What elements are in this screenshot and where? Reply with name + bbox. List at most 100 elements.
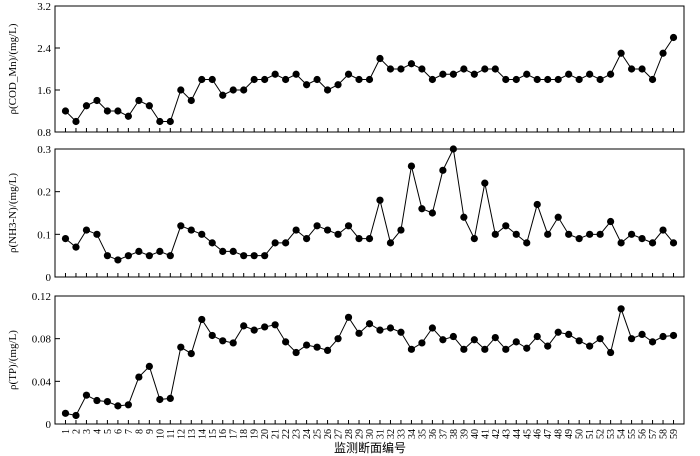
x-tick-label: 2: [71, 429, 82, 434]
data-point-tp: [449, 332, 457, 341]
data-point-nh3n: [386, 239, 395, 247]
data-point-nh3n: [544, 230, 552, 238]
data-point-nh3n: [523, 239, 531, 247]
data-point-tp: [261, 323, 269, 331]
data-point-cod: [418, 65, 426, 73]
x-tick-label: 47: [543, 429, 554, 439]
data-point-nh3n: [114, 256, 122, 264]
data-point-cod: [303, 81, 311, 89]
x-tick-label: 51: [585, 429, 596, 439]
x-tick-label: 5: [103, 429, 114, 434]
x-tick-label: 14: [197, 429, 208, 439]
data-point-nh3n: [669, 239, 678, 247]
data-point-nh3n: [61, 235, 70, 243]
data-point-tp: [617, 305, 625, 313]
x-tick-label: 58: [659, 429, 670, 439]
data-point-tp: [397, 328, 405, 336]
x-tick-label: 7: [124, 429, 135, 434]
x-tick-label: 31: [375, 429, 386, 439]
x-tick-label: 52: [596, 429, 607, 439]
data-point-tp: [240, 322, 248, 330]
data-point-nh3n: [198, 230, 206, 238]
x-tick-label: 59: [669, 429, 680, 439]
data-point-tp: [177, 343, 185, 351]
y-tick-label-tp: 0.12: [32, 291, 51, 303]
data-point-tp: [407, 345, 416, 353]
data-point-nh3n: [439, 166, 447, 174]
y-tick-label-tp: 0.04: [32, 376, 52, 388]
x-tick-label: 6: [113, 429, 124, 434]
y-tick-label-tp: 0.08: [32, 334, 52, 346]
data-point-tp: [61, 409, 70, 417]
x-tick-label: 50: [575, 429, 586, 439]
data-point-tp: [659, 332, 667, 341]
data-point-cod: [512, 75, 520, 84]
data-point-cod: [93, 96, 101, 105]
data-point-tp: [648, 338, 657, 346]
x-tick-label: 36: [428, 429, 439, 439]
data-point-tp: [334, 335, 342, 343]
data-point-cod: [82, 102, 91, 110]
data-point-cod: [554, 75, 562, 84]
data-point-cod: [114, 107, 122, 115]
data-point-nh3n: [565, 230, 573, 238]
x-tick-label: 43: [501, 429, 512, 439]
data-point-tp: [523, 344, 531, 352]
x-tick-label: 32: [386, 429, 397, 439]
data-point-cod: [271, 70, 279, 78]
chart-panel-cod: ρ(COD_Mn)/(mg/L) 0.8 1.6 2.4 3.2: [7, 1, 685, 139]
x-tick-label: 28: [344, 429, 355, 439]
data-point-cod: [638, 65, 646, 73]
data-point-cod: [565, 70, 573, 78]
data-point-nh3n: [135, 247, 143, 255]
x-axis-label: 监测断面编号: [334, 440, 406, 455]
data-point-tp: [103, 398, 112, 406]
data-point-nh3n: [261, 252, 269, 260]
data-point-tp: [219, 337, 227, 345]
data-point-nh3n: [156, 247, 164, 255]
data-point-cod: [617, 49, 625, 57]
x-tick-label: 4: [92, 429, 103, 434]
y-tick-label-tp: 0: [46, 419, 52, 431]
data-point-tp: [575, 337, 583, 345]
data-point-cod: [533, 75, 541, 84]
x-tick-label: 40: [470, 429, 481, 439]
data-point-tp: [502, 345, 510, 353]
data-point-cod: [124, 112, 132, 120]
data-point-tp: [365, 320, 374, 328]
data-point-cod: [491, 65, 499, 73]
data-point-nh3n: [72, 243, 80, 251]
data-point-nh3n: [617, 239, 625, 247]
data-point-cod: [586, 70, 594, 78]
data-point-cod: [439, 70, 447, 78]
data-point-tp: [135, 373, 143, 381]
data-point-cod: [659, 49, 667, 57]
data-point-nh3n: [575, 235, 583, 243]
data-point-cod: [376, 54, 384, 63]
x-tick-label: 15: [208, 429, 219, 439]
data-point-cod: [355, 75, 363, 84]
x-tick-label: 53: [606, 429, 617, 439]
x-tick-label: 34: [407, 429, 418, 439]
plot-frame-tp: [54, 295, 685, 425]
data-point-tp: [250, 326, 258, 334]
data-point-tp: [114, 402, 122, 410]
data-point-tp: [607, 348, 615, 357]
data-point-cod: [386, 65, 395, 73]
data-point-nh3n: [491, 230, 499, 238]
data-point-nh3n: [240, 252, 248, 260]
data-point-nh3n: [449, 145, 457, 153]
x-tick-label: 17: [229, 429, 240, 439]
data-point-tp: [156, 395, 164, 404]
data-point-nh3n: [418, 205, 426, 213]
y-axis-label-cod: ρ(COD_Mn)/(mg/L): [7, 23, 19, 114]
data-point-cod: [187, 96, 195, 105]
data-point-cod: [240, 86, 248, 94]
x-tick-label: 29: [355, 429, 366, 439]
data-point-cod: [323, 86, 332, 94]
data-point-tp: [491, 334, 499, 342]
x-tick-label: 12: [176, 429, 187, 439]
data-point-tp: [627, 335, 636, 343]
data-point-nh3n: [219, 247, 227, 255]
data-point-nh3n: [323, 226, 332, 234]
